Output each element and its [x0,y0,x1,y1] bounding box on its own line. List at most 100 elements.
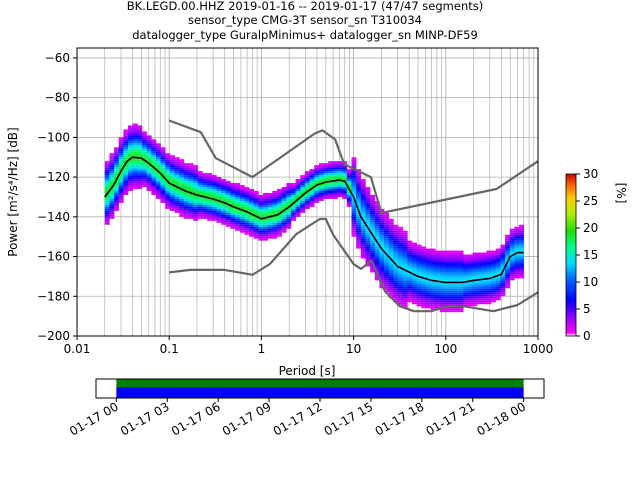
density-cell [356,232,362,235]
density-cell [263,194,268,197]
density-cell [398,296,403,299]
density-cell [304,177,310,180]
density-cell [388,250,394,253]
density-cell [128,151,133,154]
density-cell [244,214,250,217]
density-cell [174,159,180,162]
density-cell [458,300,464,303]
density-cell [258,196,264,199]
density-cell [360,192,366,195]
density-cell [211,177,217,180]
density-cell [281,206,287,209]
density-cell [281,220,287,223]
density-cell [104,185,110,188]
density-cell [207,218,213,221]
density-cell [290,210,296,213]
density-cell [118,163,124,166]
density-cell [276,204,282,207]
density-cell [467,272,473,275]
density-cell [295,200,301,203]
density-cell [374,248,380,251]
density-cell [104,220,110,223]
density-cell [453,268,459,271]
density-cell [211,210,217,213]
density-cell [481,298,487,301]
density-cell [370,230,376,233]
density-cell [421,260,427,263]
density-cell [379,216,385,219]
density-cell [151,189,157,192]
density-cell [267,236,273,239]
density-cell [295,206,301,209]
density-cell [263,202,268,205]
density-cell [477,282,483,285]
density-cell [323,169,329,172]
density-cell [407,268,413,271]
density-cell [328,183,334,186]
density-cell [267,204,273,207]
density-cell [467,262,473,265]
density-cell [388,220,394,223]
density-cell [104,191,110,193]
density-cell [360,179,366,182]
density-cell [207,206,213,209]
density-cell [467,300,473,303]
density-cell [337,185,343,188]
density-cell [449,308,455,311]
density-cell [463,262,469,265]
density-cell [193,177,199,180]
density-cell [500,288,506,291]
density-cell [132,187,138,190]
density-cell [379,260,385,263]
density-cell [295,187,301,190]
density-cell [258,204,264,207]
density-cell [179,200,185,203]
density-cell [160,177,166,180]
density-cell [365,206,371,209]
density-cell [249,200,255,203]
density-cell [141,131,147,134]
density-cell [146,171,152,174]
density-cell [416,266,422,269]
density-cell [197,171,203,174]
density-cell [151,187,157,190]
density-cell [249,232,255,235]
density-cell [477,268,483,271]
density-cell [235,200,241,203]
density-cell [276,202,282,205]
density-cell [416,244,422,247]
density-cell [309,175,315,178]
density-cell [402,230,408,233]
density-cell [384,268,390,271]
density-cell [505,234,511,237]
density-cell [290,216,296,219]
density-cell [128,189,133,192]
density-cell [207,208,213,211]
density-cell [356,191,362,193]
density-cell [365,192,371,195]
density-cell [286,196,292,199]
density-cell [346,177,352,180]
density-cell [160,169,166,172]
density-cell [332,185,338,188]
colorbar-gradient [565,173,577,337]
density-cell [477,258,483,261]
density-cell [519,250,525,253]
density-cell [328,169,334,172]
density-cell [360,208,366,211]
density-cell [290,212,296,215]
density-cell [304,200,310,203]
density-cell [114,194,120,197]
density-cell [430,248,436,251]
density-cell [276,191,282,193]
new-high-noise-model-curve [168,119,538,214]
density-cell [402,294,408,297]
density-cell [509,234,515,237]
density-cell [384,234,390,237]
density-cell [407,244,413,247]
density-cell [137,185,143,188]
density-cell [211,208,217,211]
coverage-bar-bottom [116,387,524,398]
density-cell [365,224,371,227]
